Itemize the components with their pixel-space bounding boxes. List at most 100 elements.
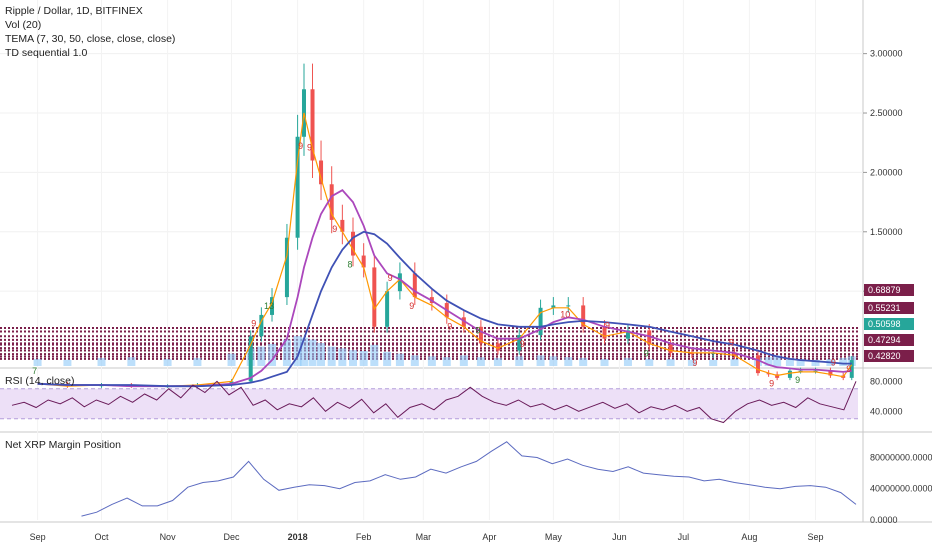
month-label: Feb — [356, 532, 372, 542]
volume-bar — [785, 358, 794, 366]
volume-bar — [370, 344, 379, 366]
tema-lines — [37, 112, 853, 388]
price-tag-label: 0.68879 — [868, 285, 901, 295]
volume-bar — [257, 346, 266, 366]
price-tag-box — [864, 284, 914, 296]
tema-line-3 — [37, 230, 852, 388]
volume-bar — [395, 353, 404, 366]
month-label: 2018 — [288, 532, 308, 542]
candle-body — [478, 326, 483, 344]
price-tag-box — [864, 302, 914, 314]
volume-bar — [308, 339, 317, 366]
td-label: 9 — [520, 339, 525, 349]
td-label: 9 — [605, 321, 610, 331]
td-label: 9 — [692, 358, 697, 368]
rsi-legend: RSI (14, close) — [5, 374, 74, 388]
volume-bar — [327, 346, 336, 366]
price-tag-label: 0.50598 — [868, 319, 901, 329]
candle-body — [732, 352, 737, 356]
volume-bar — [227, 353, 236, 366]
candle-body — [581, 305, 586, 327]
td-label: 9 — [831, 358, 836, 368]
rsi-title[interactable]: RSI (14, close) — [5, 375, 75, 387]
candle-body — [340, 219, 345, 232]
volume-bar — [63, 359, 72, 366]
month-label: Sep — [807, 532, 823, 542]
volume-bar — [645, 358, 654, 366]
volume-bar — [442, 357, 451, 366]
price-candles — [65, 63, 854, 388]
candle-body — [538, 307, 543, 336]
volume-bar — [383, 351, 392, 366]
volume-bar — [359, 351, 368, 366]
volume-bar — [459, 355, 468, 366]
volume-bar — [33, 358, 42, 366]
candle-body — [310, 89, 315, 161]
indicator-tema[interactable]: TEMA (7, 30, 50, close, close, close) — [5, 33, 176, 45]
volume-bar — [410, 355, 419, 366]
price-tag-box — [864, 318, 914, 330]
volume-bar — [666, 358, 675, 366]
candle-body — [711, 352, 716, 355]
grid — [0, 0, 863, 520]
td-label: 9 — [795, 375, 800, 385]
margin-title[interactable]: Net XRP Margin Position — [5, 439, 121, 451]
candle-body — [625, 330, 630, 339]
month-label: Mar — [416, 532, 432, 542]
candle-body — [351, 231, 356, 256]
volume-bar — [338, 348, 347, 366]
td-label: 9 — [644, 349, 649, 359]
candle-body — [551, 305, 556, 308]
volume-bar — [623, 358, 632, 366]
td-label: 9 — [298, 141, 303, 151]
volume-bar — [515, 356, 524, 366]
volume-bar — [839, 358, 848, 366]
td-label: 9 — [769, 378, 774, 388]
indicator-vol[interactable]: Vol (20) — [5, 19, 42, 31]
axes: 3.000002.500002.000001.500001.000000.688… — [30, 49, 914, 542]
month-label: May — [545, 532, 563, 542]
candle-body — [361, 255, 366, 268]
price-legend: Ripple / Dollar, 1D, BITFINEX Vol (20) T… — [5, 4, 175, 60]
volume-bar — [600, 358, 609, 366]
rsi-pane: 80.0000 40.0000 — [0, 376, 903, 424]
volume-bar — [579, 358, 588, 366]
margin-pane: 80000000.0000 40000000.0000 0.0000 — [81, 441, 932, 525]
volume-bar — [687, 359, 696, 366]
volume-bar — [349, 350, 358, 366]
candle-body — [259, 314, 264, 337]
td-label: 9 — [388, 273, 393, 283]
price-tick-label: 2.50000 — [870, 108, 903, 118]
price-tag-label: 0.42820 — [868, 351, 901, 361]
td-label: 9 — [332, 224, 337, 234]
volume-bar — [97, 358, 106, 366]
margin-tick-label: 40000000.0000 — [870, 484, 932, 494]
indicator-td[interactable]: TD sequential 1.0 — [5, 47, 88, 59]
rsi-tick-label: 80.0000 — [870, 376, 903, 386]
volume-bar — [268, 343, 277, 366]
margin-legend: Net XRP Margin Position — [5, 438, 121, 452]
volume-bar — [549, 356, 558, 366]
price-tick-label: 2.00000 — [870, 167, 903, 177]
tema-line-1 — [37, 112, 853, 387]
volume-bar — [811, 359, 820, 366]
volume-bar — [730, 358, 739, 366]
td-label: 9 — [475, 325, 480, 335]
volume-bars — [33, 336, 856, 366]
candle-body — [329, 184, 334, 220]
volume-bar — [163, 358, 172, 366]
price-tag-box — [864, 334, 914, 346]
volume-bar — [476, 357, 485, 366]
candle-body — [813, 370, 818, 372]
volume-bar — [193, 358, 202, 366]
volume-bar — [282, 339, 291, 366]
main-title[interactable]: Ripple / Dollar, 1D, BITFINEX — [5, 5, 143, 17]
td-label: 13 — [264, 301, 274, 311]
month-label: Oct — [95, 532, 110, 542]
candle-body — [517, 335, 522, 351]
candle-body — [787, 370, 792, 378]
month-label: Dec — [224, 532, 241, 542]
rsi-line — [11, 380, 857, 424]
volume-bar — [299, 337, 308, 366]
